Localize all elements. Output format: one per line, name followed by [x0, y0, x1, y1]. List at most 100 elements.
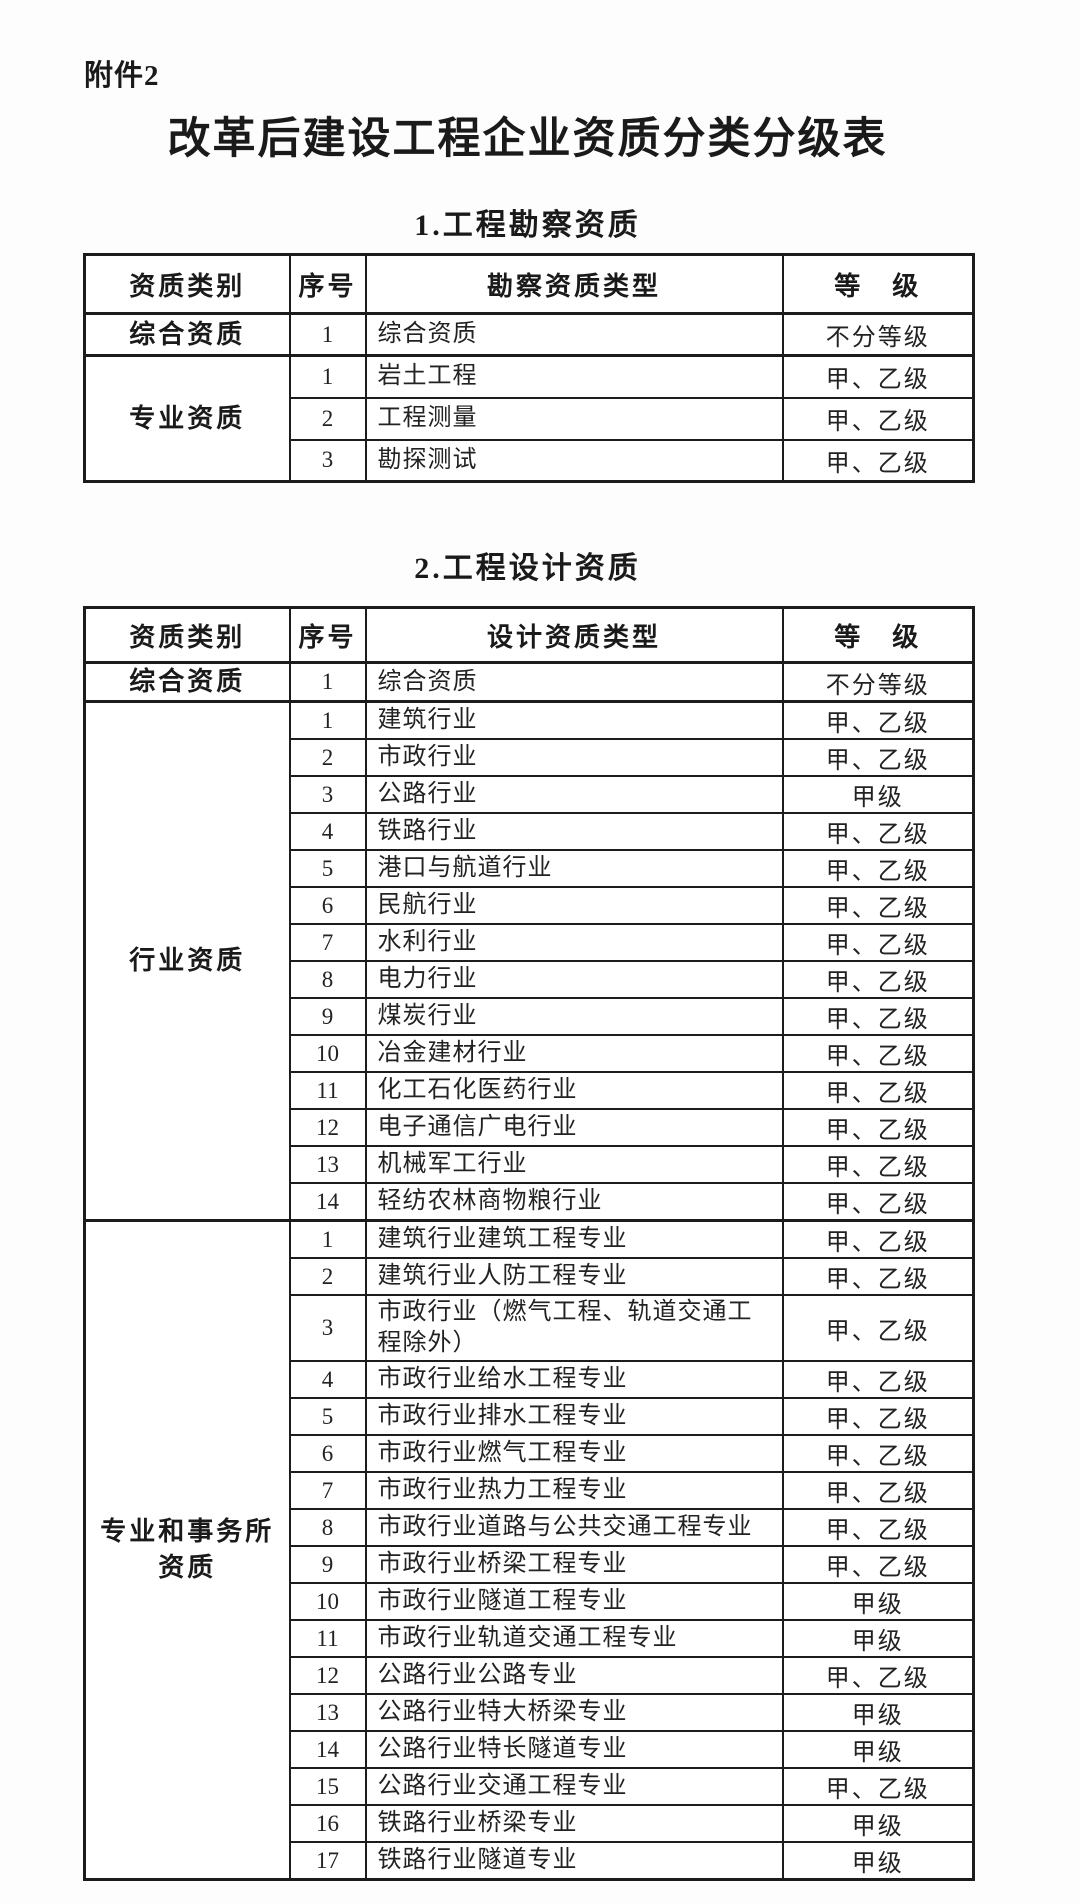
table-row: 14 公路行业特长隧道专业 甲级: [85, 1730, 975, 1769]
qualification-type-cell: 铁路行业桥梁专业: [364, 1804, 784, 1843]
qualification-type-cell: 市政行业燃气工程专业: [364, 1434, 784, 1473]
table-row: 17 铁路行业隧道专业 甲级: [85, 1841, 975, 1881]
qualification-type-cell: 公路行业交通工程专业: [364, 1767, 784, 1806]
table-row: 3 市政行业（燃气工程、轨道交通工程除外） 甲、乙级: [85, 1294, 975, 1362]
grade-cell: 甲、乙级: [781, 812, 975, 851]
table-row: 12 公路行业公路专业 甲、乙级: [85, 1656, 975, 1695]
row-number-cell: 8: [288, 1508, 367, 1547]
grade-cell: 甲级: [781, 1804, 975, 1843]
table-row: 9 市政行业桥梁工程专业 甲、乙级: [85, 1545, 975, 1584]
table-caption: 2.工程设计资质: [414, 552, 641, 585]
row-number-cell: 13: [288, 1693, 367, 1732]
qualification-type-cell: 轻纺农林商物粮行业: [364, 1182, 784, 1222]
col-header-type: 勘察资质类型: [364, 253, 784, 315]
grade-cell: 甲、乙级: [781, 923, 975, 962]
qualification-type-cell: 电子通信广电行业: [364, 1108, 784, 1147]
table-block-2: 2.工程设计资质 资质类别 序号 设计资质类型等 级综合资质 1 综合资质 不分等级 行业资质…: [83, 551, 975, 1881]
col-header-grade: 等 级: [781, 253, 975, 315]
qualification-type-cell: 市政行业热力工程专业: [364, 1471, 784, 1510]
row-number-cell: 1: [288, 354, 367, 399]
qualification-type-cell: 市政行业轨道交通工程专业: [364, 1619, 784, 1658]
row-number-cell: 4: [288, 812, 367, 851]
category-cell: 综合资质: [83, 312, 291, 357]
col-header-category: 资质类别: [83, 253, 291, 315]
grade-cell: 甲、乙级: [781, 700, 975, 740]
row-number-cell: 3: [288, 1294, 367, 1362]
table-row: 16 铁路行业桥梁专业 甲级: [85, 1804, 975, 1843]
qualification-type-cell: 公路行业公路专业: [364, 1656, 784, 1695]
table-row: 4 市政行业给水工程专业 甲、乙级: [85, 1360, 975, 1399]
col-header-type: 设计资质类型: [364, 606, 784, 664]
table-row: 14 轻纺农林商物粮行业 甲、乙级: [85, 1182, 975, 1222]
table-row: 3 勘探测试 甲、乙级: [85, 438, 975, 483]
grade-cell: 甲、乙级: [781, 1471, 975, 1510]
col-header-grade: 等 级: [781, 606, 975, 664]
table-row: 综合资质 1 综合资质 不分等级: [83, 312, 975, 357]
category-cell: 综合资质: [83, 661, 291, 703]
qualification-type-cell: 机械军工行业: [364, 1145, 784, 1184]
qualification-type-cell: 水利行业: [364, 923, 784, 962]
row-number-cell: 1: [288, 661, 367, 703]
grade-cell: 甲级: [781, 1730, 975, 1769]
row-number-cell: 14: [288, 1730, 367, 1769]
qualification-type-cell: 煤炭行业: [364, 997, 784, 1036]
grade-cell: 甲级: [781, 1693, 975, 1732]
grade-cell: 甲级: [781, 1841, 975, 1881]
qualification-type-cell: 岩土工程: [364, 354, 784, 399]
qualification-type-cell: 公路行业特大桥梁专业: [364, 1693, 784, 1732]
row-number-cell: 8: [288, 960, 367, 999]
attachment-label: 附件2: [84, 60, 160, 92]
row-number-cell: 5: [288, 1397, 367, 1436]
grade-cell: 甲、乙级: [781, 1360, 975, 1399]
table-row: 10 冶金建材行业 甲、乙级: [85, 1034, 975, 1073]
table-row: 11 化工石化医药行业 甲、乙级: [85, 1071, 975, 1110]
row-number-cell: 7: [288, 923, 367, 962]
table-row: 7 市政行业热力工程专业 甲、乙级: [85, 1471, 975, 1510]
qualification-type-cell: 建筑行业建筑工程专业: [364, 1219, 784, 1259]
table-row: 3 公路行业 甲级: [85, 775, 975, 814]
table-row: 5 市政行业排水工程专业 甲、乙级: [85, 1397, 975, 1436]
row-number-cell: 1: [288, 1219, 367, 1259]
header-row: 资质类别 序号 设计资质类型等 级: [83, 606, 975, 664]
row-number-cell: 12: [288, 1108, 367, 1147]
table-row: 11 市政行业轨道交通工程专业 甲级: [85, 1619, 975, 1658]
qualification-type-cell: 市政行业桥梁工程专业: [364, 1545, 784, 1584]
row-number-cell: 13: [288, 1145, 367, 1184]
table-row: 13 机械军工行业 甲、乙级: [85, 1145, 975, 1184]
table-row: 12 电子通信广电行业 甲、乙级: [85, 1108, 975, 1147]
row-number-cell: 1: [288, 312, 367, 357]
row-number-cell: 6: [288, 1434, 367, 1473]
table-row: 专业资质 1 岩土工程 甲、乙级: [83, 354, 975, 483]
qualification-type-cell: 公路行业: [364, 775, 784, 814]
qualification-type-cell: 公路行业特长隧道专业: [364, 1730, 784, 1769]
row-number-cell: 2: [288, 738, 367, 777]
row-number-cell: 10: [288, 1034, 367, 1073]
grade-cell: 甲、乙级: [781, 849, 975, 888]
qualification-table: 资质类别 序号 勘察资质类型等 级综合资质 1 综合资质 不分等级 专业资质 1 岩土工程 甲、乙…: [83, 253, 975, 483]
qualification-type-cell: 综合资质: [364, 312, 784, 357]
grade-cell: 甲、乙级: [781, 1508, 975, 1547]
grade-cell: 甲、乙级: [781, 396, 975, 441]
category-cell: 专业和事务所资质: [83, 1219, 291, 1881]
grade-cell: 甲、乙级: [781, 1034, 975, 1073]
grade-cell: 甲、乙级: [781, 1434, 975, 1473]
qualification-type-cell: 铁路行业: [364, 812, 784, 851]
row-number-cell: 6: [288, 886, 367, 925]
row-number-cell: 17: [288, 1841, 367, 1881]
row-number-cell: 14: [288, 1182, 367, 1222]
grade-cell: 甲、乙级: [781, 1257, 975, 1296]
row-number-cell: 3: [288, 438, 367, 483]
row-number-cell: 4: [288, 1360, 367, 1399]
qualification-type-cell: 市政行业（燃气工程、轨道交通工程除外）: [364, 1294, 784, 1362]
table-row: 7 水利行业 甲、乙级: [85, 923, 975, 962]
table-caption: 1.工程勘察资质: [414, 209, 641, 242]
table-row: 2 建筑行业人防工程专业 甲、乙级: [85, 1257, 975, 1296]
grade-cell: 甲、乙级: [781, 1656, 975, 1695]
col-header-no: 序号: [288, 253, 367, 315]
qualification-type-cell: 港口与航道行业: [364, 849, 784, 888]
table-row: 15 公路行业交通工程专业 甲、乙级: [85, 1767, 975, 1806]
table-block-1: 1.工程勘察资质资质类别 序号 勘察资质类型等 级综合资质 1 综合资质 不分等级 专业资质…: [83, 208, 975, 483]
qualification-type-cell: 建筑行业人防工程专业: [364, 1257, 784, 1296]
row-number-cell: 1: [288, 700, 367, 740]
